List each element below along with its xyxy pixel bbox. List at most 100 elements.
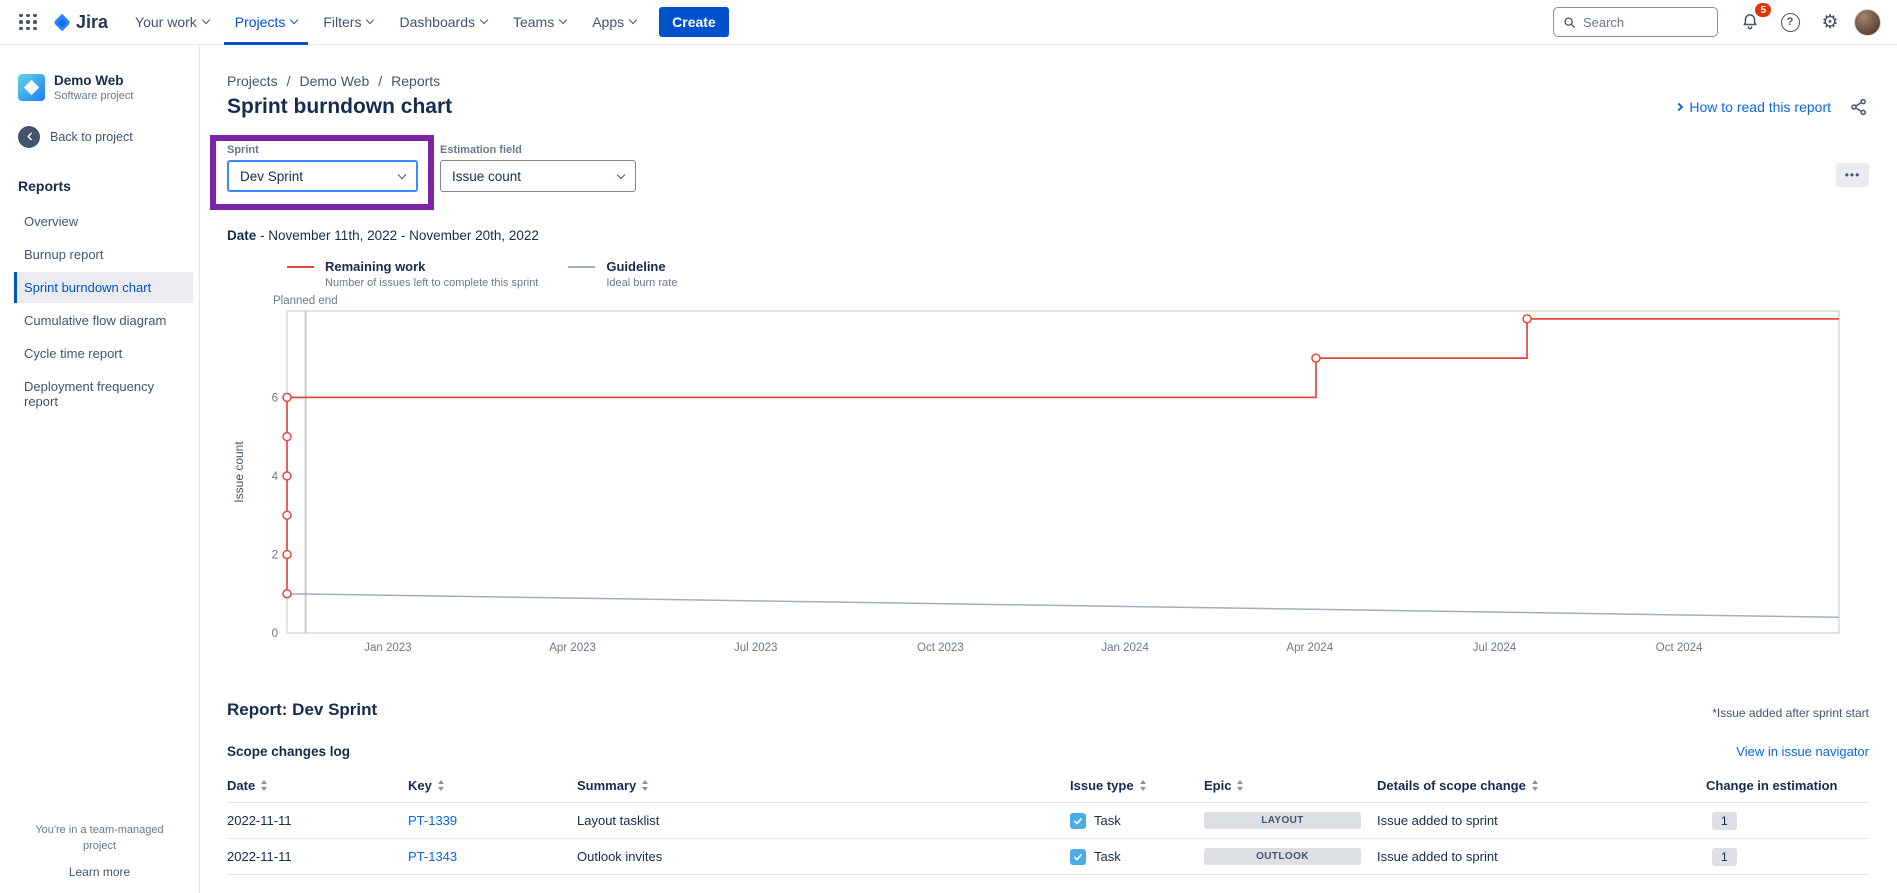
nav-teams[interactable]: Teams [502,0,577,45]
project-header[interactable]: Demo Web Software project [0,73,199,102]
annotation-box: Sprint Dev Sprint [210,135,434,210]
svg-text:Oct 2023: Oct 2023 [917,642,964,654]
table-row: 2022-11-11 PT-1339 Layout tasklist Task … [227,803,1869,839]
issue-key-link[interactable]: PT-1343 [408,849,458,864]
nav-filters[interactable]: Filters [312,0,384,45]
cell-date: 2022-11-11 [227,849,292,864]
table-header-row: Date Key Summary Issue type Epic Details… [227,769,1869,803]
project-type: Software project [54,89,134,102]
svg-text:Date: Date [1049,677,1076,679]
report-controls: Sprint Dev Sprint Estimation field Issue… [210,135,1869,210]
back-to-project-link[interactable]: Back to project [0,125,199,148]
search-icon [1564,16,1575,28]
cell-summary: Layout tasklist [577,813,660,828]
issue-key-link[interactable]: PT-1339 [408,813,458,828]
estimation-field-select[interactable]: Issue count [440,160,636,192]
report-footnote: *Issue added after sprint start [1712,706,1869,720]
task-icon [1070,812,1086,829]
settings-button[interactable]: ⚙ [1814,6,1846,38]
svg-text:Apr 2023: Apr 2023 [549,642,596,654]
search-input[interactable] [1582,14,1708,30]
sprint-date-range: Date - November 11th, 2022 - November 20… [227,228,539,243]
chevron-down-icon [290,15,299,25]
project-sidebar: Demo Web Software project Back to projec… [0,45,200,893]
user-avatar[interactable] [1854,8,1881,36]
estimation-field-label: Estimation field [440,144,522,156]
burndown-chart-svg: 0 2 4 6 Jan 2023 Apr 2023 Jul 2023 Oct 2023 Jan … [232,295,1840,692]
create-button[interactable]: Create [659,7,729,37]
svg-text:4: 4 [272,471,279,483]
chevron-down-icon [201,15,211,25]
more-options-button[interactable]: ••• [1836,163,1869,187]
project-avatar [18,73,45,101]
scope-changes-title: Scope changes log [227,744,351,759]
breadcrumb-separator: / [378,73,383,89]
column-header-epic[interactable]: Epic [1204,778,1377,793]
sidebar-item-cumulative-flow-diagram[interactable]: Cumulative flow diagram [24,312,167,328]
app-grid-icon [19,13,37,31]
view-in-issue-navigator-link[interactable]: View in issue navigator [1736,744,1869,759]
change-estimation-badge: 1 [1712,811,1737,830]
app-switcher-button[interactable] [12,6,44,38]
breadcrumb-demo-web[interactable]: Demo Web [299,73,370,89]
sort-icon [1237,780,1244,791]
nav-your-work[interactable]: Your work [124,0,220,45]
column-header-issue-type[interactable]: Issue type [1070,778,1204,793]
cell-details: Issue added to sprint [1377,849,1498,864]
epic-badge: LAYOUT [1204,812,1361,829]
sprint-label: Sprint [227,144,259,156]
breadcrumb-reports[interactable]: Reports [391,73,441,89]
sidebar-item-overview[interactable]: Overview [24,213,79,229]
back-arrow-icon [18,125,40,148]
breadcrumb-projects[interactable]: Projects [227,73,278,89]
sidebar-item-burnup-report[interactable]: Burnup report [24,246,104,262]
help-button[interactable]: ? [1774,6,1806,38]
legend-remaining-work: Remaining work Number of issues left to … [287,259,538,289]
column-header-details[interactable]: Details of scope change [1377,778,1706,793]
column-header-date[interactable]: Date [227,778,408,793]
task-icon [1070,848,1086,865]
sprint-select[interactable]: Dev Sprint [227,160,418,192]
learn-more-link[interactable]: Learn more [68,865,131,879]
chevron-down-icon [479,15,489,25]
sort-icon [1139,780,1146,791]
guideline-swatch [568,266,596,268]
share-icon[interactable] [1849,97,1869,117]
main-content: Projects / Demo Web / Reports Sprint bur… [200,45,1897,893]
svg-text:Planned end: Planned end [273,295,338,307]
top-navbar: Jira Your work Projects Filters Dashboar… [0,0,1897,45]
chevron-down-icon [558,15,568,25]
chart-legend: Remaining work Number of issues left to … [287,259,1869,289]
remaining-work-swatch [287,266,314,268]
breadcrumb: Projects / Demo Web / Reports [227,73,1869,89]
sort-icon [642,780,649,791]
team-managed-note: You're in a team-managed project [35,824,164,852]
nav-projects[interactable]: Projects [224,0,309,45]
change-estimation-badge: 1 [1712,847,1737,866]
svg-text:Jul 2024: Jul 2024 [1473,642,1517,654]
cell-date: 2022-11-11 [227,813,292,828]
jira-logo[interactable]: Jira [52,12,108,33]
svg-text:2: 2 [272,549,278,561]
sidebar-item-cycle-time-report[interactable]: Cycle time report [24,345,123,361]
svg-text:Jan 2024: Jan 2024 [1101,642,1149,654]
jira-logo-text: Jira [76,11,109,32]
how-to-read-link[interactable]: How to read this report [1675,99,1831,115]
svg-text:0: 0 [272,628,278,640]
project-name: Demo Web [54,73,124,88]
column-header-key[interactable]: Key [408,778,577,793]
burndown-chart: 0 2 4 6 Jan 2023 Apr 2023 Jul 2023 Oct 2023 Jan … [227,291,1869,692]
sidebar-section-reports: Reports [18,177,71,194]
column-header-summary[interactable]: Summary [577,778,1070,793]
page-title: Sprint burndown chart [227,95,453,118]
cell-issue-type: Task [1070,848,1204,865]
nav-apps[interactable]: Apps [581,0,647,45]
sidebar-item-sprint-burndown-chart[interactable]: Sprint burndown chart [14,271,193,303]
svg-text:Oct 2024: Oct 2024 [1656,642,1703,654]
notification-badge: 5 [1755,3,1771,17]
nav-dashboards[interactable]: Dashboards [388,0,498,45]
notifications-button[interactable]: 5 [1734,3,1771,38]
sidebar-item-deployment-frequency-report[interactable]: Deployment frequency report [24,378,155,409]
chevron-down-icon [616,170,626,180]
svg-text:Jan 2023: Jan 2023 [364,642,411,654]
